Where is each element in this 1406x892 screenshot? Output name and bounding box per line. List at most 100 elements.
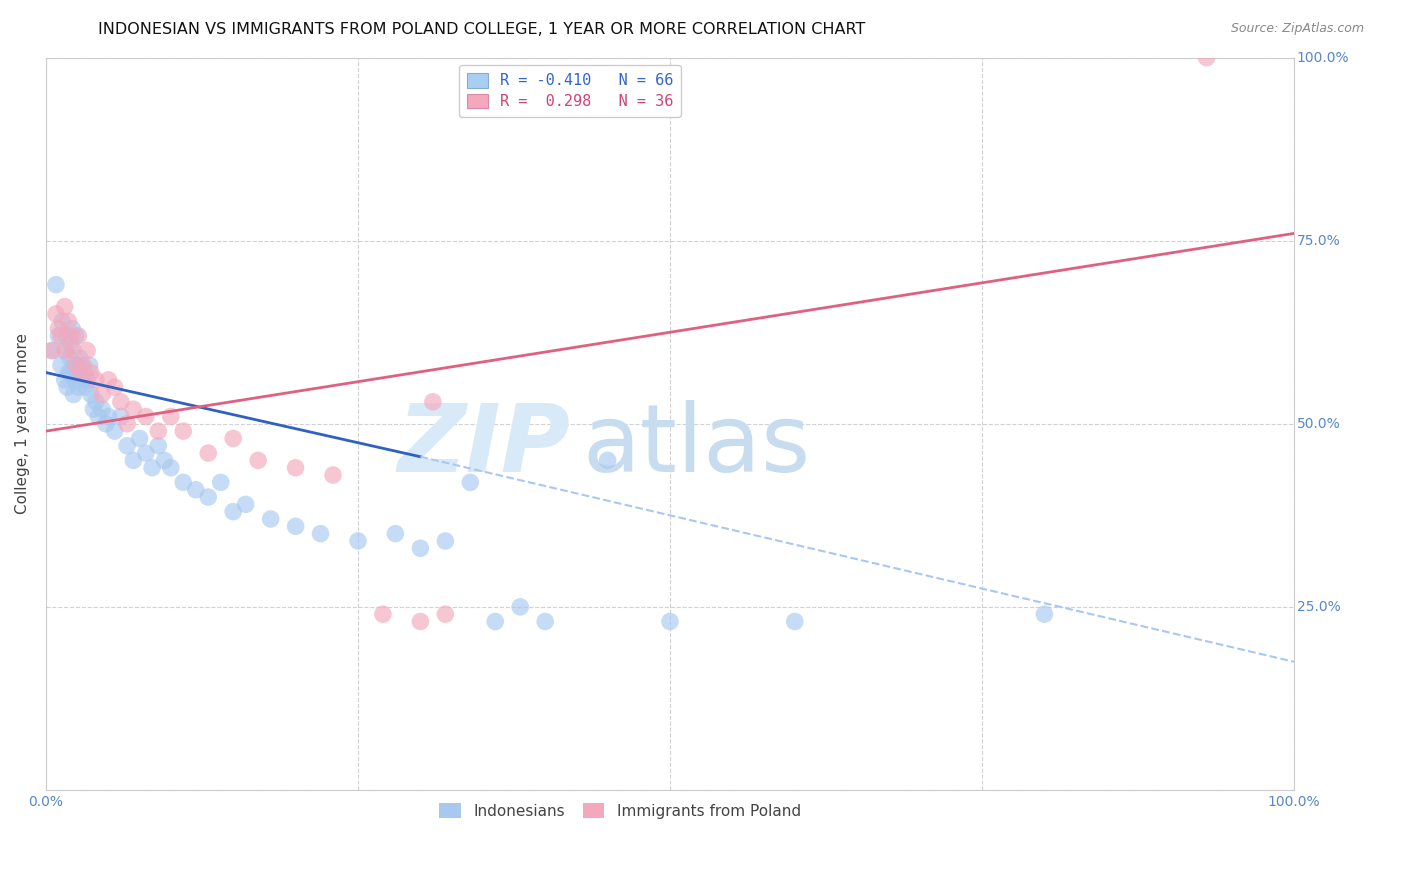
Point [135, 446, 157, 460]
Point [66, 373, 89, 387]
Point [135, 409, 157, 424]
Point [148, 424, 170, 438]
Point [59, 329, 82, 343]
Point [45, 277, 67, 292]
Point [122, 402, 145, 417]
Point [460, 475, 482, 490]
Point [72, 358, 94, 372]
Point [422, 394, 444, 409]
Point [94, 417, 117, 431]
Point [62, 358, 84, 372]
Point [184, 483, 207, 497]
Point [58, 314, 80, 328]
Point [58, 366, 80, 380]
Point [67, 329, 90, 343]
Point [55, 329, 77, 343]
Point [59, 351, 82, 365]
Point [783, 615, 806, 629]
Point [128, 432, 150, 446]
Point [65, 329, 87, 343]
Point [122, 453, 145, 467]
Point [48, 329, 70, 343]
Point [484, 615, 506, 629]
Point [91, 387, 114, 401]
Point [48, 321, 70, 335]
Point [84, 394, 107, 409]
Y-axis label: College, 1 year or more: College, 1 year or more [15, 334, 30, 515]
Point [97, 373, 120, 387]
Point [197, 490, 219, 504]
Point [41, 343, 63, 358]
Point [159, 409, 181, 424]
Point [104, 380, 127, 394]
Point [87, 409, 110, 424]
Point [55, 343, 77, 358]
Point [53, 343, 76, 358]
Point [72, 373, 94, 387]
Point [62, 343, 84, 358]
Legend: Indonesians, Immigrants from Poland: Indonesians, Immigrants from Poland [432, 796, 808, 826]
Point [172, 424, 194, 438]
Point [60, 321, 83, 335]
Point [62, 387, 84, 401]
Point [409, 541, 432, 556]
Point [409, 615, 432, 629]
Point [80, 387, 103, 401]
Point [56, 380, 79, 394]
Point [172, 475, 194, 490]
Point [197, 446, 219, 460]
Point [309, 526, 332, 541]
Point [284, 519, 307, 533]
Point [49, 358, 72, 372]
Point [63, 373, 86, 387]
Point [75, 380, 97, 394]
Point [115, 417, 138, 431]
Point [104, 424, 127, 438]
Point [110, 394, 132, 409]
Point [70, 366, 93, 380]
Point [66, 358, 89, 372]
Point [76, 373, 98, 387]
Point [384, 526, 406, 541]
Point [596, 453, 619, 467]
Point [1195, 51, 1218, 65]
Point [1033, 607, 1056, 622]
Text: Source: ZipAtlas.com: Source: ZipAtlas.com [1230, 22, 1364, 36]
Point [659, 615, 682, 629]
Point [347, 533, 370, 548]
Point [222, 505, 245, 519]
Point [79, 358, 101, 372]
Point [41, 343, 63, 358]
Point [209, 475, 232, 490]
Point [322, 468, 344, 483]
Point [82, 402, 104, 417]
Point [51, 314, 73, 328]
Point [509, 599, 531, 614]
Point [65, 358, 87, 372]
Point [284, 460, 307, 475]
Point [59, 366, 82, 380]
Point [222, 432, 245, 446]
Point [91, 402, 114, 417]
Point [80, 366, 103, 380]
Point [53, 300, 76, 314]
Text: 50.0%: 50.0% [1296, 417, 1340, 431]
Point [434, 607, 457, 622]
Point [259, 512, 281, 526]
Point [434, 533, 457, 548]
Point [70, 358, 93, 372]
Point [235, 497, 257, 511]
Text: INDONESIAN VS IMMIGRANTS FROM POLAND COLLEGE, 1 YEAR OR MORE CORRELATION CHART: INDONESIAN VS IMMIGRANTS FROM POLAND COL… [98, 22, 866, 37]
Point [97, 409, 120, 424]
Point [141, 460, 163, 475]
Point [84, 373, 107, 387]
Point [59, 336, 82, 351]
Point [76, 343, 98, 358]
Point [73, 366, 96, 380]
Text: 75.0%: 75.0% [1296, 234, 1340, 248]
Point [69, 351, 91, 365]
Point [115, 439, 138, 453]
Point [53, 373, 76, 387]
Text: atlas: atlas [582, 400, 811, 491]
Point [534, 615, 557, 629]
